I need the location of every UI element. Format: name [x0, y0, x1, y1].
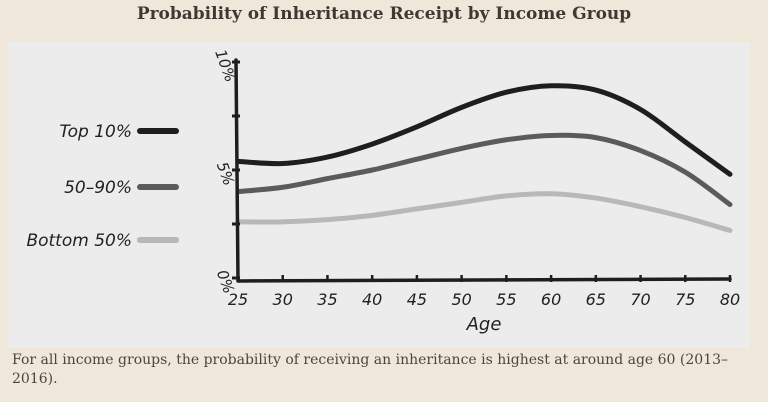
- x-axis-title: Age: [466, 314, 502, 335]
- legend-label-0: Top 10%: [59, 122, 132, 142]
- chart-caption: For all income groups, the probability o…: [12, 352, 729, 387]
- x-tick-label-6: 55: [496, 290, 516, 309]
- legend-layer: Top 10% 50–90% Bottom 50%: [26, 122, 179, 251]
- y-tick-label-2: 10%: [211, 47, 239, 84]
- series-line-2: [235, 191, 733, 233]
- x-tick-label-10: 75: [675, 290, 695, 309]
- y-tick-label-1: 5%: [213, 159, 238, 188]
- chart-panel: [8, 42, 750, 348]
- x-tick-label-0: 25: [228, 290, 248, 309]
- chart-title: Probability of Inheritance Receipt by In…: [136, 4, 632, 24]
- x-tick-label-5: 50: [451, 290, 471, 309]
- series-layer: [235, 83, 733, 233]
- x-tick-label-4: 45: [407, 290, 427, 309]
- series-line-0: [235, 83, 733, 177]
- x-tick-label-1: 30: [273, 290, 293, 309]
- legend-label-2: Bottom 50%: [26, 231, 132, 251]
- axis-lines: [234, 58, 732, 283]
- x-tick-label-9: 70: [630, 290, 650, 309]
- legend-label-1: 50–90%: [64, 178, 132, 198]
- x-tick-label-2: 35: [317, 290, 337, 309]
- x-tick-label-3: 40: [362, 290, 382, 309]
- x-tick-label-11: 80: [720, 290, 740, 309]
- x-tick-label-7: 60: [541, 290, 561, 309]
- series-line-1: [235, 132, 733, 208]
- x-tick-label-8: 65: [586, 290, 606, 309]
